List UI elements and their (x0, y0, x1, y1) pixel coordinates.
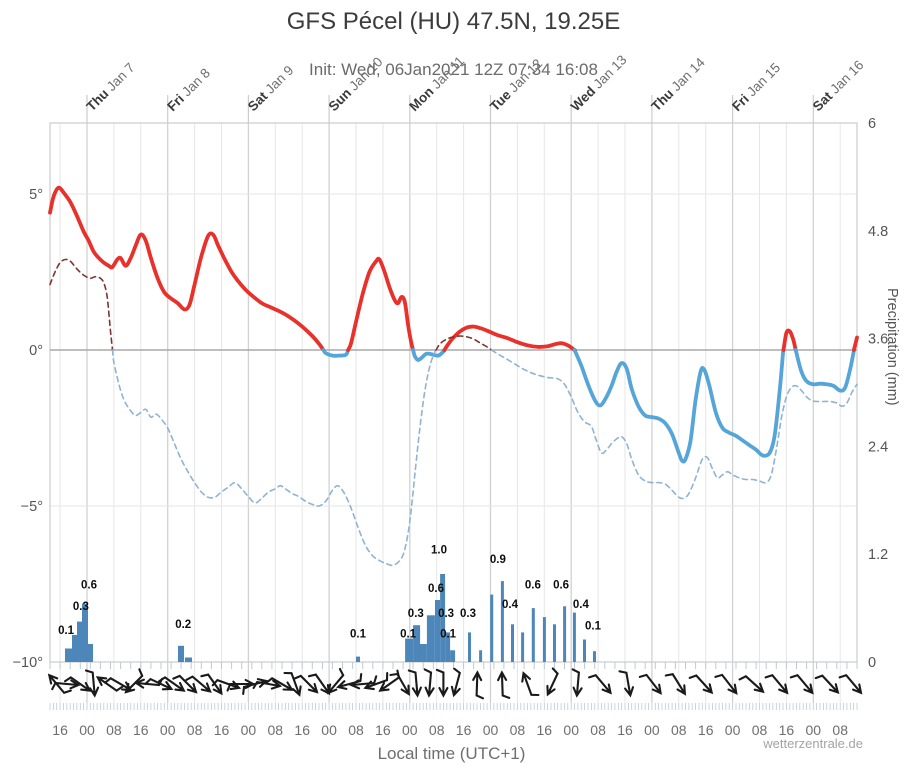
svg-text:16: 16 (52, 722, 68, 738)
svg-text:16: 16 (133, 722, 149, 738)
svg-text:08: 08 (590, 722, 606, 738)
watermark: wetterzentrale.de (763, 736, 863, 751)
day-labels: Thu Jan 7 Fri Jan 8 Sat Jan 9 Sun Jan 10 Mon… (84, 52, 867, 114)
wind-arrows (47, 667, 863, 700)
svg-text:Sat Jan 16: Sat Jan 16 (810, 57, 867, 114)
precip-bars (65, 574, 596, 662)
svg-text:0.3: 0.3 (460, 608, 476, 620)
svg-text:0.1: 0.1 (585, 621, 602, 633)
svg-text:0.9: 0.9 (490, 554, 506, 566)
svg-text:00: 00 (321, 722, 337, 738)
svg-text:0.6: 0.6 (553, 579, 569, 591)
svg-text:Sat Jan 9: Sat Jan 9 (245, 63, 296, 114)
svg-text:3.6: 3.6 (868, 332, 888, 348)
svg-text:08: 08 (348, 722, 364, 738)
temperature-2m-line (48, 185, 859, 464)
precip-bar-labels: 0.10.30.60.20.1 0.10.30.61.00.30.10.30.90… (58, 544, 601, 640)
svg-text:Thu Jan 7: Thu Jan 7 (84, 60, 138, 114)
svg-text:16: 16 (617, 722, 633, 738)
svg-text:Thu Jan 14: Thu Jan 14 (648, 54, 708, 114)
svg-text:0.3: 0.3 (73, 601, 89, 613)
svg-text:0.1: 0.1 (440, 629, 457, 641)
svg-text:Mon Jan 11: Mon Jan 11 (406, 53, 467, 114)
grid (50, 123, 857, 703)
svg-text:16: 16 (375, 722, 391, 738)
svg-text:08: 08 (832, 722, 848, 738)
svg-text:16: 16 (456, 722, 472, 738)
svg-text:0.4: 0.4 (573, 599, 590, 611)
svg-text:08: 08 (187, 722, 203, 738)
temp-axis-labels: 5° 0° −5° −10° (13, 187, 43, 671)
svg-text:0: 0 (868, 655, 876, 671)
svg-text:00: 00 (563, 722, 579, 738)
dewpoint-line (49, 258, 858, 567)
svg-text:0.1: 0.1 (400, 629, 417, 641)
svg-text:0.2: 0.2 (175, 619, 191, 631)
svg-text:−10°: −10° (13, 655, 43, 671)
svg-text:Wed Jan 13: Wed Jan 13 (568, 52, 630, 114)
svg-text:00: 00 (483, 722, 499, 738)
svg-text:−5°: −5° (21, 499, 43, 515)
chart-title: GFS Pécel (HU) 47.5N, 19.25E (286, 8, 621, 35)
chart-subtitle: Init: Wed, 06Jan2021 12Z 07:34 16:08 (309, 60, 598, 79)
svg-text:Sun Jan 10: Sun Jan 10 (326, 54, 386, 114)
svg-text:08: 08 (106, 722, 122, 738)
precip-axis-labels: 6 4.8 3.6 2.4 1.2 0 (868, 116, 888, 671)
svg-text:16: 16 (698, 722, 714, 738)
svg-text:2.4: 2.4 (868, 439, 888, 455)
svg-text:16: 16 (214, 722, 230, 738)
svg-text:00: 00 (160, 722, 176, 738)
svg-text:00: 00 (644, 722, 660, 738)
svg-text:0.6: 0.6 (81, 579, 97, 591)
svg-text:0.6: 0.6 (428, 583, 444, 595)
svg-text:0.1: 0.1 (58, 625, 75, 637)
plot-frame (49, 95, 858, 663)
precip-axis-title: Precipitation (mm) (884, 288, 900, 406)
svg-text:1.2: 1.2 (868, 547, 888, 563)
svg-text:00: 00 (402, 722, 418, 738)
svg-text:5°: 5° (29, 187, 43, 203)
svg-text:08: 08 (510, 722, 526, 738)
svg-text:16: 16 (779, 722, 795, 738)
svg-text:16: 16 (294, 722, 310, 738)
tick-combs (49, 662, 858, 710)
svg-text:08: 08 (268, 722, 284, 738)
svg-text:Fri Jan 15: Fri Jan 15 (729, 60, 783, 114)
svg-text:00: 00 (79, 722, 95, 738)
svg-text:6: 6 (868, 116, 876, 132)
svg-text:08: 08 (671, 722, 687, 738)
svg-text:0.4: 0.4 (502, 599, 519, 611)
svg-text:00: 00 (806, 722, 822, 738)
svg-text:Fri Jan 8: Fri Jan 8 (164, 65, 213, 114)
x-axis-tick-labels: 16 00 08 16 00 08 16 00 08 16 00 08 16 00 08 16 00 08 16 00… (52, 722, 848, 738)
svg-text:4.8: 4.8 (868, 224, 888, 240)
x-axis-title: Local time (UTC+1) (377, 744, 526, 763)
svg-text:0.3: 0.3 (408, 608, 424, 620)
svg-text:0.6: 0.6 (525, 579, 541, 591)
svg-text:0.1: 0.1 (350, 629, 367, 641)
svg-text:Tue Jan 12: Tue Jan 12 (487, 56, 545, 114)
svg-text:1.0: 1.0 (431, 544, 447, 556)
svg-text:0°: 0° (29, 343, 43, 359)
svg-text:08: 08 (752, 722, 768, 738)
svg-text:00: 00 (725, 722, 741, 738)
svg-text:08: 08 (429, 722, 445, 738)
svg-text:0.3: 0.3 (438, 608, 454, 620)
svg-text:16: 16 (537, 722, 553, 738)
svg-text:00: 00 (241, 722, 257, 738)
